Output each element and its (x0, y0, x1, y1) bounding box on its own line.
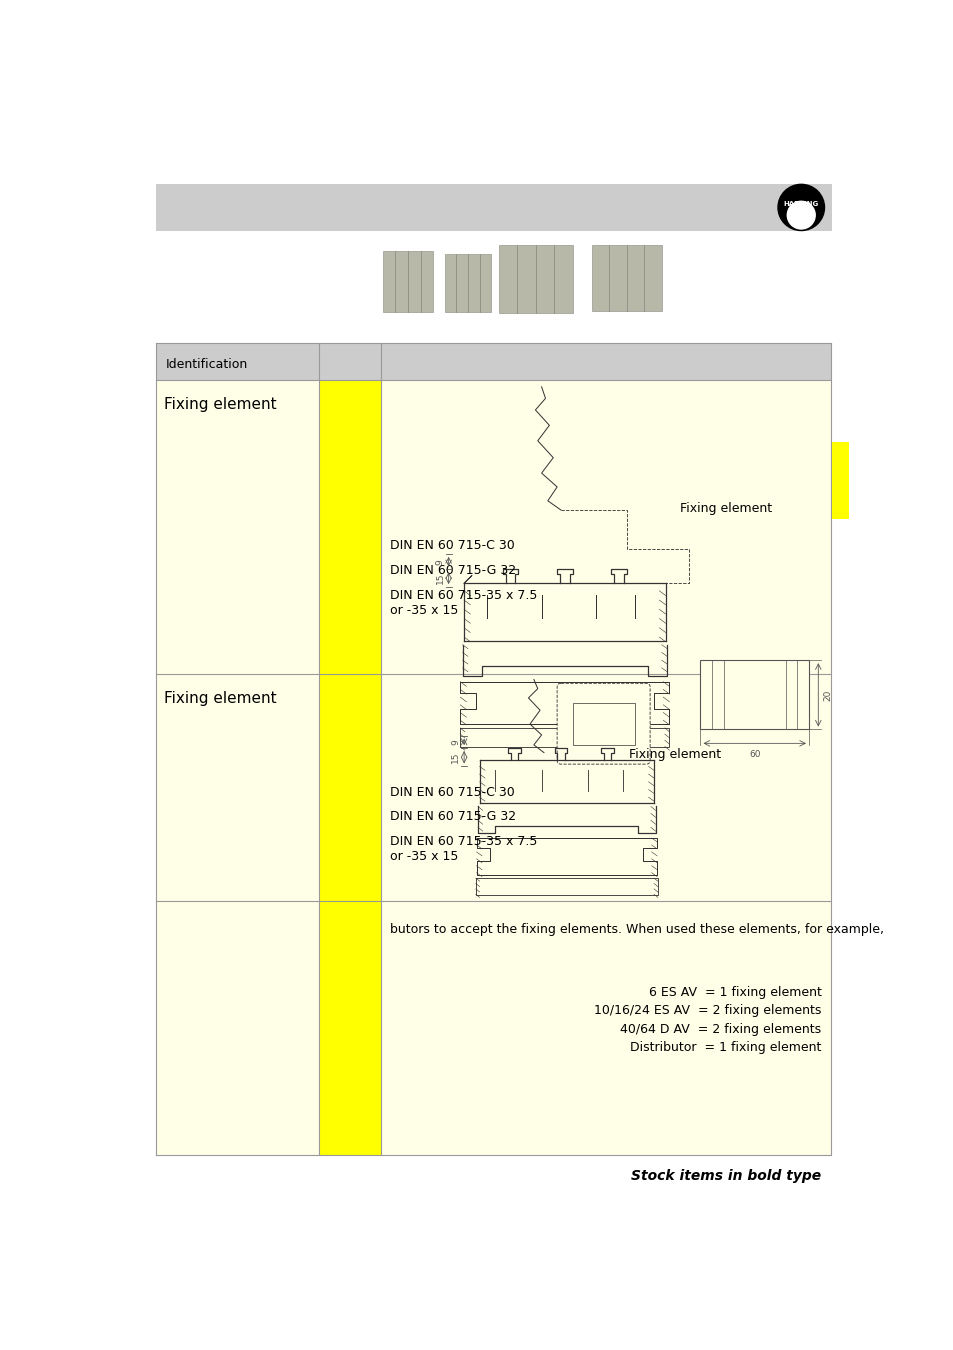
Text: Stock items in bold type: Stock items in bold type (631, 1169, 821, 1183)
Text: or -35 x 15: or -35 x 15 (390, 603, 458, 617)
Circle shape (778, 185, 823, 231)
Text: 15: 15 (436, 572, 444, 583)
Text: 40/64 D AV  = 2 fixing elements: 40/64 D AV = 2 fixing elements (619, 1023, 821, 1035)
Bar (319, 902, 381, 1156)
Bar (319, 379, 381, 674)
Text: 15: 15 (451, 752, 459, 763)
Text: 9: 9 (451, 738, 459, 745)
Text: Fixing element: Fixing element (629, 748, 720, 761)
Bar (382, 251, 433, 312)
Bar (700, 660, 808, 729)
Text: 60: 60 (748, 749, 760, 759)
Bar (831, 441, 848, 518)
Text: HARTING: HARTING (782, 201, 818, 207)
Text: 9: 9 (436, 559, 444, 564)
Text: Fixing element: Fixing element (164, 397, 276, 412)
Bar (156, 184, 831, 231)
Text: DIN EN 60 715-35 x 7.5: DIN EN 60 715-35 x 7.5 (390, 836, 537, 848)
Text: DIN EN 60 715-35 x 7.5: DIN EN 60 715-35 x 7.5 (390, 589, 537, 602)
Text: Distributor  = 1 fixing element: Distributor = 1 fixing element (629, 1041, 821, 1054)
Text: 10/16/24 ES AV  = 2 fixing elements: 10/16/24 ES AV = 2 fixing elements (594, 1004, 821, 1018)
Bar (444, 254, 491, 312)
Text: DIN EN 60 715-G 32: DIN EN 60 715-G 32 (390, 810, 517, 824)
Text: DIN EN 60 715-C 30: DIN EN 60 715-C 30 (390, 786, 515, 799)
Bar (156, 343, 830, 379)
Text: or -35 x 15: or -35 x 15 (390, 850, 458, 864)
Circle shape (786, 201, 815, 230)
Text: Fixing element: Fixing element (164, 691, 276, 706)
Text: 20: 20 (822, 688, 831, 701)
Bar (572, 702, 634, 745)
Text: DIN EN 60 715-C 30: DIN EN 60 715-C 30 (390, 539, 515, 552)
Text: Identification: Identification (166, 358, 248, 371)
Text: DIN EN 60 715-G 32: DIN EN 60 715-G 32 (390, 564, 517, 576)
Text: butors to accept the fixing elements. When used these elements, for example,: butors to accept the fixing elements. Wh… (390, 923, 883, 936)
Bar (592, 246, 661, 310)
FancyBboxPatch shape (557, 683, 649, 764)
Bar (319, 674, 381, 902)
Text: Fixing element: Fixing element (679, 502, 771, 514)
Bar (498, 246, 572, 313)
Text: 6 ES AV  = 1 fixing element: 6 ES AV = 1 fixing element (648, 986, 821, 999)
Bar (156, 343, 830, 1156)
